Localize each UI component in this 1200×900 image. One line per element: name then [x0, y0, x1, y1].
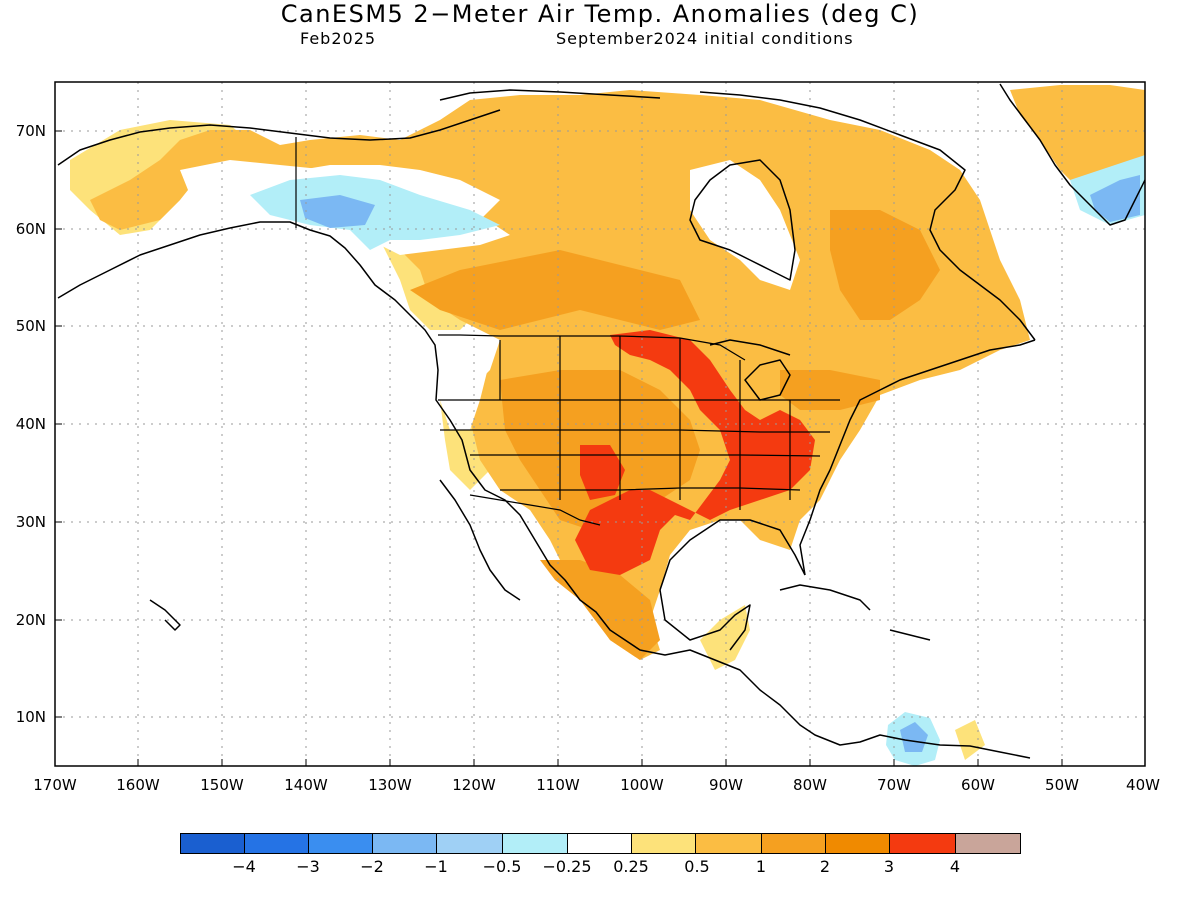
- lat-label: 10N: [15, 708, 46, 726]
- legend-swatch: [502, 833, 568, 854]
- anomaly-region-cool-weak: [250, 175, 500, 250]
- legend-label: 2: [819, 857, 831, 876]
- lat-label: 50N: [15, 317, 46, 335]
- legend-label: 4: [949, 857, 961, 876]
- legend-label: 1: [755, 857, 767, 876]
- init-conditions: September2024 initial conditions: [556, 29, 854, 48]
- anomaly-region-warm-2: [540, 560, 660, 660]
- legend-swatch: [761, 833, 826, 854]
- anomaly-region-cool-1: [300, 195, 375, 228]
- lat-label: 20N: [15, 611, 46, 629]
- map-fill-layer: [70, 85, 1145, 766]
- legend-swatch: [889, 833, 956, 854]
- legend-label: −3: [296, 857, 320, 876]
- political-borders: [295, 137, 840, 526]
- legend-swatch: [244, 833, 309, 854]
- lat-lon-grid: [55, 82, 1145, 766]
- legend-label: −1: [424, 857, 448, 876]
- legend-swatch: [825, 833, 890, 854]
- anomaly-region-warm-3: [575, 330, 815, 575]
- lon-label: 70W: [877, 776, 911, 794]
- legend-swatch: [372, 833, 437, 854]
- anomaly-region-weak-warm: [955, 720, 985, 760]
- anomaly-region-cool-1: [900, 722, 928, 752]
- legend-swatch: [567, 833, 632, 854]
- legend-label: 0.5: [684, 857, 710, 876]
- lon-label: 90W: [709, 776, 743, 794]
- legend-swatch: [695, 833, 762, 854]
- lat-label: 40N: [15, 415, 46, 433]
- axis-ticks: [55, 130, 1063, 766]
- legend-label: −4: [232, 857, 256, 876]
- lon-label: 160W: [116, 776, 160, 794]
- lat-label: 70N: [15, 122, 46, 140]
- lon-label: 100W: [620, 776, 664, 794]
- legend-label: −0.5: [482, 857, 522, 876]
- anomaly-region-neutral: [690, 160, 800, 290]
- anomaly-region-cool-1: [1090, 175, 1140, 222]
- anomaly-region-warm-2: [410, 250, 700, 330]
- legend-swatch: [308, 833, 373, 854]
- anomaly-region-warm-2: [830, 210, 940, 320]
- anomaly-region-warm-3: [580, 445, 625, 500]
- lon-label: 170W: [33, 776, 77, 794]
- lon-label: 130W: [368, 776, 412, 794]
- lon-label: 60W: [961, 776, 995, 794]
- legend-label: 0.25: [613, 857, 649, 876]
- lon-label: 120W: [452, 776, 496, 794]
- anomaly-region-warm-1: [1010, 85, 1145, 190]
- lon-label: 50W: [1045, 776, 1079, 794]
- lat-label: 60N: [15, 220, 46, 238]
- lon-label: 80W: [793, 776, 827, 794]
- legend-swatch: [180, 833, 245, 854]
- anomaly-region-weak-warm: [700, 605, 750, 670]
- legend-label: 3: [883, 857, 895, 876]
- anomaly-region-neutral: [440, 350, 490, 430]
- legend-swatch: [436, 833, 503, 854]
- legend-label: −2: [360, 857, 384, 876]
- lon-label: 150W: [200, 776, 244, 794]
- valid-month: Feb2025: [300, 29, 377, 48]
- lon-label: 40W: [1126, 776, 1160, 794]
- lat-label: 30N: [15, 513, 46, 531]
- legend-swatch: [955, 833, 1021, 854]
- coastlines: [57, 83, 1145, 759]
- lon-label: 110W: [536, 776, 580, 794]
- legend-label: −0.25: [542, 857, 592, 876]
- lon-label: 140W: [284, 776, 328, 794]
- legend-swatch: [631, 833, 696, 854]
- map-title: CanESM5 2−Meter Air Temp. Anomalies (deg…: [280, 0, 920, 28]
